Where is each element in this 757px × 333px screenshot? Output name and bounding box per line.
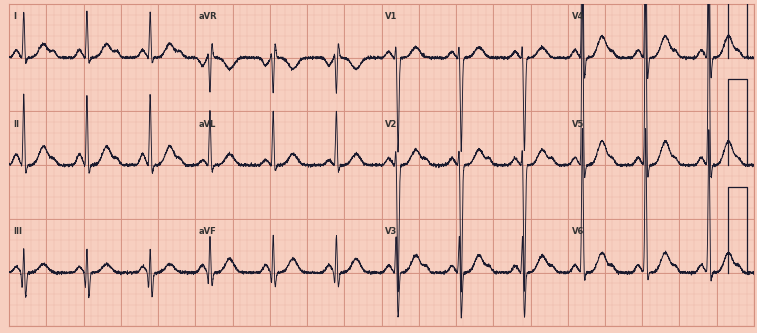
Text: aVF: aVF [199, 227, 217, 236]
Text: aVL: aVL [199, 120, 217, 129]
Text: V3: V3 [385, 227, 397, 236]
Text: V1: V1 [385, 12, 397, 21]
Text: V4: V4 [572, 12, 584, 21]
Text: V6: V6 [572, 227, 584, 236]
Text: I: I [13, 12, 16, 21]
Text: V2: V2 [385, 120, 397, 129]
Text: III: III [13, 227, 22, 236]
Text: V5: V5 [572, 120, 584, 129]
Text: aVR: aVR [199, 12, 218, 21]
Text: II: II [13, 120, 19, 129]
